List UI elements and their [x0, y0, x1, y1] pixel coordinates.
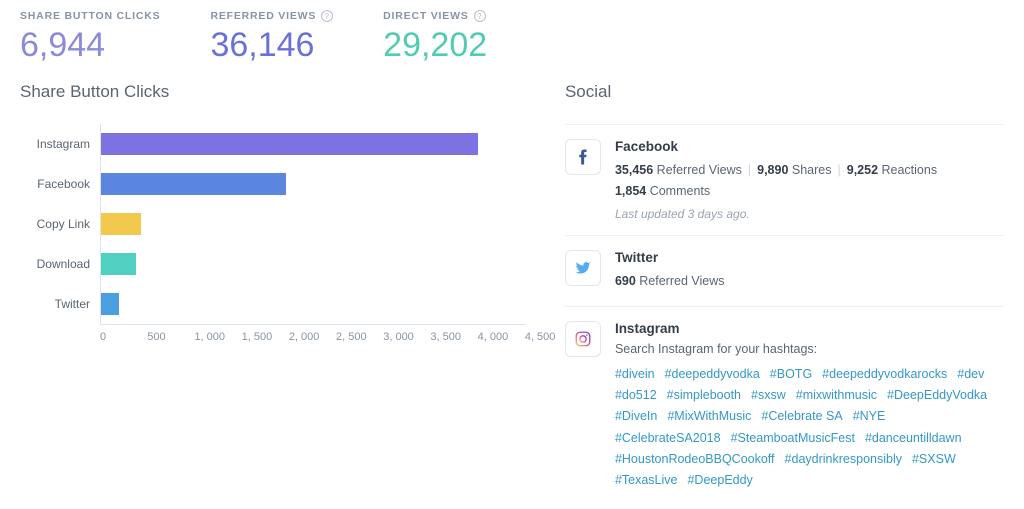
- metric-value: 29,202: [383, 28, 487, 62]
- hashtag-link[interactable]: #Celebrate SA: [761, 406, 842, 427]
- chart-track: [100, 124, 525, 164]
- facebook-icon: [565, 139, 601, 175]
- hashtag-link[interactable]: #MixWithMusic: [667, 406, 751, 427]
- hashtag-link[interactable]: #danceuntilldawn: [865, 428, 962, 449]
- metric-label-text: SHARE BUTTON CLICKS: [20, 10, 160, 22]
- social-twitter: Twitter 690 Referred Views: [565, 235, 1004, 306]
- hashtag-link[interactable]: #DeepEddyVodka: [887, 385, 987, 406]
- chart-track: [100, 164, 525, 204]
- chart-bar: [101, 213, 141, 235]
- chart-x-tick: 2, 500: [336, 331, 383, 343]
- metric-share-clicks: SHARE BUTTON CLICKS 6,944: [20, 10, 160, 62]
- chart-row: Facebook: [20, 164, 525, 204]
- social-name: Twitter: [615, 250, 1004, 265]
- facebook-stats: 35,456 Referred Views|9,890 Shares|9,252…: [615, 160, 1004, 203]
- social-name: Instagram: [615, 321, 1004, 336]
- hashtag-link[interactable]: #SteamboatMusicFest: [731, 428, 855, 449]
- help-icon[interactable]: ?: [321, 10, 333, 22]
- chart-row: Instagram: [20, 124, 525, 164]
- metric-label: REFERRED VIEWS ?: [210, 10, 333, 22]
- hashtag-link[interactable]: #mixwithmusic: [796, 385, 877, 406]
- chart-row: Copy Link: [20, 204, 525, 244]
- metric-label: SHARE BUTTON CLICKS: [20, 10, 160, 22]
- share-clicks-chart: Instagram Facebook Copy Link Download Twitte…: [20, 124, 525, 343]
- social-name: Facebook: [615, 139, 1004, 154]
- chart-x-tick: 3, 500: [430, 331, 477, 343]
- hashtag-link[interactable]: #DeepEddy: [687, 470, 752, 491]
- hashtag-link[interactable]: #SXSW: [912, 449, 956, 470]
- chart-category-label: Instagram: [20, 137, 100, 151]
- chart-category-label: Download: [20, 257, 100, 271]
- metric-label: DIRECT VIEWS ?: [383, 10, 487, 22]
- chart-bar: [101, 133, 478, 155]
- chart-x-tick: 4, 500: [525, 331, 556, 343]
- chart-bar: [101, 253, 136, 275]
- chart-x-tick: 4, 000: [478, 331, 525, 343]
- chart-x-tick: 2, 000: [289, 331, 336, 343]
- hashtag-link[interactable]: #CelebrateSA2018: [615, 428, 721, 449]
- hashtag-link[interactable]: #dev: [957, 364, 984, 385]
- hashtag-link[interactable]: #divein: [615, 364, 655, 385]
- chart-category-label: Copy Link: [20, 217, 100, 231]
- chart-category-label: Twitter: [20, 297, 100, 311]
- metrics-row: SHARE BUTTON CLICKS 6,944 REFERRED VIEWS…: [20, 0, 1004, 82]
- hashtag-link[interactable]: #deepeddyvodka: [665, 364, 760, 385]
- hashtag-link[interactable]: #simplebooth: [667, 385, 741, 406]
- hashtag-link[interactable]: #BOTG: [770, 364, 812, 385]
- hashtag-link[interactable]: #do512: [615, 385, 657, 406]
- metric-label-text: REFERRED VIEWS: [210, 10, 316, 22]
- hashtag-link[interactable]: #daydrinkresponsibly: [785, 449, 902, 470]
- hashtag-link[interactable]: #sxsw: [751, 385, 786, 406]
- instagram-hashtags: #divein #deepeddyvodka #BOTG #deepeddyvodka…: [615, 364, 1004, 492]
- chart-x-tick: 0: [100, 331, 147, 343]
- chart-track: [100, 284, 525, 324]
- chart-category-label: Facebook: [20, 177, 100, 191]
- chart-track: [100, 204, 525, 244]
- social-instagram: Instagram Search Instagram for your hash…: [565, 306, 1004, 506]
- chart-x-tick: 1, 000: [194, 331, 241, 343]
- help-icon[interactable]: ?: [474, 10, 486, 22]
- chart-x-tick: 500: [147, 331, 194, 343]
- social-facebook: Facebook 35,456 Referred Views|9,890 Sha…: [565, 124, 1004, 235]
- hashtag-link[interactable]: #TexasLive: [615, 470, 678, 491]
- facebook-timestamp: Last updated 3 days ago.: [615, 207, 1004, 221]
- metric-value: 36,146: [210, 28, 333, 62]
- hashtag-link[interactable]: #DiveIn: [615, 406, 657, 427]
- chart-x-tick: 1, 500: [242, 331, 289, 343]
- twitter-stats: 690 Referred Views: [615, 271, 1004, 292]
- chart-bar: [101, 293, 119, 315]
- chart-title: Share Button Clicks: [20, 82, 525, 102]
- instagram-search-label: Search Instagram for your hashtags:: [615, 342, 1004, 356]
- metric-referred-views: REFERRED VIEWS ? 36,146: [210, 10, 333, 62]
- instagram-icon: [565, 321, 601, 357]
- metric-direct-views: DIRECT VIEWS ? 29,202: [383, 10, 487, 62]
- chart-row: Twitter: [20, 284, 525, 324]
- social-title: Social: [565, 82, 1004, 102]
- hashtag-link[interactable]: #NYE: [853, 406, 886, 427]
- chart-x-axis: 05001, 0001, 5002, 0002, 5003, 0003, 500…: [100, 324, 525, 343]
- metric-label-text: DIRECT VIEWS: [383, 10, 468, 22]
- chart-x-tick: 3, 000: [383, 331, 430, 343]
- metric-value: 6,944: [20, 28, 160, 62]
- hashtag-link[interactable]: #HoustonRodeoBBQCookoff: [615, 449, 775, 470]
- twitter-icon: [565, 250, 601, 286]
- chart-track: [100, 244, 525, 284]
- chart-row: Download: [20, 244, 525, 284]
- chart-bar: [101, 173, 286, 195]
- hashtag-link[interactable]: #deepeddyvodkarocks: [822, 364, 947, 385]
